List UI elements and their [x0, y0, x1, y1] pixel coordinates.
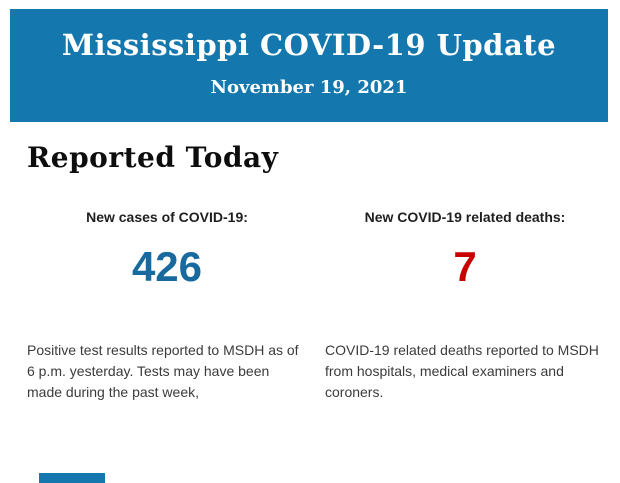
- newsletter-date: November 19, 2021: [210, 77, 408, 98]
- footer-bar-partial: [39, 473, 105, 483]
- new-deaths-value: 7: [453, 243, 477, 290]
- section-title-reported-today: Reported Today: [27, 141, 279, 174]
- new-deaths-label: New COVID-19 related deaths:: [364, 209, 566, 225]
- new-deaths-description: COVID-19 related deaths reported to MSDH…: [325, 342, 599, 401]
- stat-new-deaths: New COVID-19 related deaths: 7 COVID-19 …: [325, 209, 605, 403]
- newsletter-title: Mississippi COVID-19 Update: [61, 28, 557, 62]
- new-cases-description: Positive test results reported to MSDH a…: [27, 342, 299, 401]
- header-banner: Mississippi COVID-19 Update November 19,…: [10, 9, 608, 122]
- stat-new-cases: New cases of COVID-19: 426 Positive test…: [27, 209, 307, 403]
- stats-row: New cases of COVID-19: 426 Positive test…: [27, 209, 605, 403]
- new-cases-label: New cases of COVID-19:: [86, 209, 248, 225]
- new-cases-value: 426: [131, 243, 203, 290]
